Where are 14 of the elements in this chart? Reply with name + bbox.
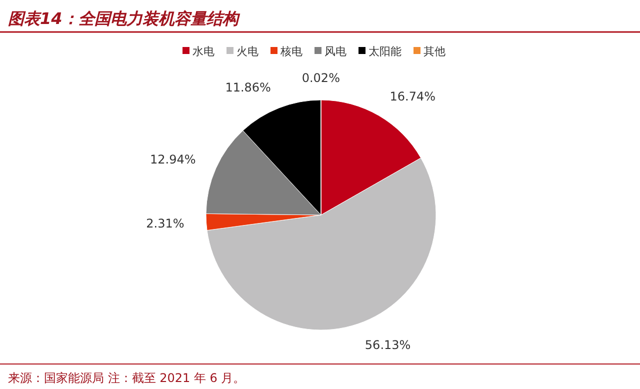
data-label: 11.86% (225, 80, 271, 94)
legend-label: 水电 (192, 45, 214, 58)
data-label: 16.74% (390, 90, 436, 104)
data-label: 56.13% (364, 338, 411, 352)
data-label: 2.31% (146, 216, 184, 230)
legend-label: 太阳能 (368, 45, 402, 58)
chart-title: 图表14：全国电力装机容量结构 (8, 9, 240, 28)
data-label: 12.94% (150, 152, 196, 166)
legend-label: 其他 (424, 45, 446, 58)
data-label: 0.02% (302, 71, 340, 85)
source-note: 来源：国家能源局 注：截至 2021 年 6 月。 (8, 371, 246, 385)
legend-label: 核电 (280, 45, 302, 58)
legend-label: 风电 (324, 45, 346, 58)
legend-label: 火电 (236, 45, 258, 58)
